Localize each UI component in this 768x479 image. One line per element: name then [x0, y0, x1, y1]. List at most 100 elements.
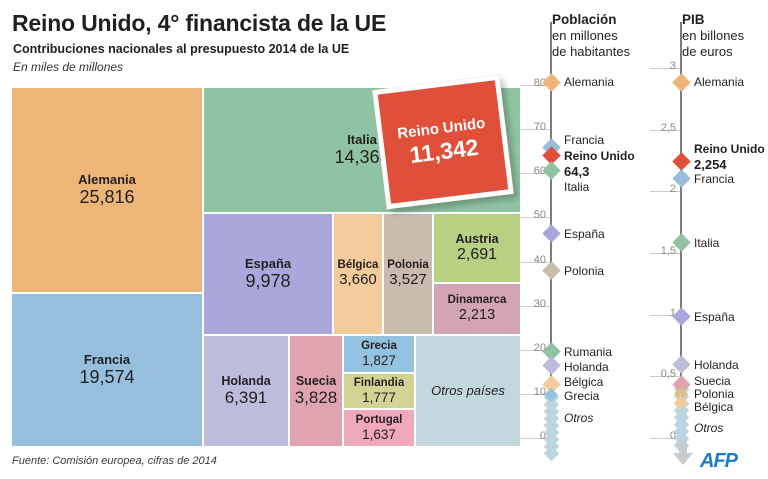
- source-note: Fuente: Comisión europea, cifras de 2014: [12, 455, 217, 467]
- page-subtitle: Contribuciones nacionales al presupuesto…: [13, 42, 350, 56]
- pib-point-reino-unido[interactable]: [672, 152, 691, 171]
- pib-label-espana: España: [694, 310, 735, 324]
- pib-tick-2-5: 2,5: [660, 122, 676, 134]
- treemap-cell-austria[interactable]: Austria 2,691: [434, 214, 520, 282]
- pib-gridline-3: [650, 68, 680, 69]
- poblacion-gridline-40: [520, 262, 550, 263]
- pib-tick-1: 1: [669, 307, 676, 319]
- chart-poblacion-header: Población en millones de habitantes: [552, 12, 630, 60]
- pib-label-reino-unido: Reino Unido: [694, 142, 765, 156]
- treemap-cell-label: Dinamarca: [447, 294, 507, 307]
- poblacion-point-holanda[interactable]: [542, 356, 561, 375]
- treemap-cell-alemania[interactable]: Alemania 25,816: [12, 88, 202, 292]
- treemap-chart: Alemania 25,816 Francia 19,574 Italia 14…: [12, 74, 520, 446]
- treemap-cell-label: Portugal: [355, 414, 403, 426]
- treemap-cell-grecia[interactable]: Grecia 1,827: [344, 336, 414, 372]
- poblacion-label-holanda: Holanda: [564, 360, 609, 374]
- treemap-cell-value: 6,391: [224, 388, 268, 408]
- highlight-callout-reino-unido[interactable]: Reino Unido 11,342: [372, 74, 514, 210]
- pib-gridline-2-5: [650, 130, 680, 131]
- page-units-note: En miles de millones: [13, 60, 124, 74]
- poblacion-gridline-80: [520, 85, 550, 86]
- pib-point-alemania[interactable]: [672, 73, 691, 92]
- pib-gridline-1-5: [650, 253, 680, 254]
- treemap-cell-polonia[interactable]: Polonia 3,527: [384, 214, 432, 334]
- treemap-cell-finlandia[interactable]: Finlandia 1,777: [344, 374, 414, 408]
- chart-poblacion-subtitle-2: de habitantes: [552, 44, 631, 60]
- treemap-cell-value: 9,978: [245, 271, 291, 292]
- treemap-cell-label: Otros países: [431, 382, 505, 398]
- treemap-cell-label: Italia: [347, 131, 377, 147]
- poblacion-gridline-10: [520, 394, 550, 395]
- chart-poblacion-title: Población: [552, 12, 617, 27]
- treemap-cell-label: Austria: [455, 232, 499, 247]
- pib-tick-1-5: 1,5: [660, 245, 676, 257]
- pib-label-belgica: Bélgica: [694, 400, 734, 414]
- chart-pib-subtitle-2: de euros: [682, 44, 733, 60]
- treemap-cell-portugal[interactable]: Portugal 1,637: [344, 410, 414, 446]
- treemap-cell-value: 2,213: [458, 307, 496, 324]
- pib-tick-2: 2: [669, 183, 676, 195]
- chart-pib-header: PIB en billones de euros: [682, 12, 744, 60]
- poblacion-gridline-30: [520, 306, 550, 307]
- poblacion-tick-70: 70: [533, 121, 546, 133]
- treemap-cell-label: Finlandia: [353, 377, 405, 389]
- treemap-cell-value: 3,660: [339, 271, 377, 289]
- chart-pib-subtitle-1: en billones: [682, 28, 745, 44]
- pib-axis-line: [680, 22, 683, 442]
- pib-gridline-0-5: [650, 376, 680, 377]
- poblacion-tick-30: 30: [533, 298, 546, 310]
- treemap-cell-value: 1,827: [362, 352, 396, 368]
- poblacion-point-espana[interactable]: [542, 224, 561, 243]
- treemap-cell-label: España: [244, 255, 292, 271]
- pib-tick-3: 3: [669, 60, 676, 72]
- pib-tick-0-5: 0,5: [660, 368, 676, 380]
- poblacion-gridline-0: [520, 438, 550, 439]
- treemap-cell-label: Francia: [83, 351, 131, 367]
- treemap-cell-dinamarca[interactable]: Dinamarca 2,213: [434, 284, 520, 334]
- treemap-cell-label: Grecia: [361, 340, 397, 352]
- treemap-cell-belgica[interactable]: Bélgica 3,660: [334, 214, 382, 334]
- poblacion-gridline-50: [520, 217, 550, 218]
- treemap-cell-francia[interactable]: Francia 19,574: [12, 294, 202, 446]
- treemap-cell-espana[interactable]: España 9,978: [204, 214, 332, 334]
- treemap-cell-value: 2,691: [456, 246, 498, 264]
- poblacion-label-espana: España: [564, 227, 605, 241]
- treemap-cell-label: Polonia: [387, 259, 429, 272]
- poblacion-label-italia: Italia: [564, 180, 590, 194]
- chart-poblacion: Población en millones de habitantes 80 7…: [520, 0, 650, 479]
- poblacion-gridline-70: [520, 129, 550, 130]
- poblacion-label-grecia: Grecia: [564, 389, 600, 403]
- pib-label-polonia: Polonia: [694, 387, 735, 401]
- chart-pib: PIB en billones de euros 3 2,5 2 1,5 1 0…: [650, 0, 768, 479]
- poblacion-label-polonia: Polonia: [564, 264, 605, 278]
- pib-gridline-1: [650, 315, 680, 316]
- pib-gridline-0: [650, 438, 680, 439]
- pib-label-otros: Otros: [694, 421, 724, 435]
- pib-value-reino-unido: 2,254: [694, 157, 727, 172]
- poblacion-tick-10: 10: [533, 386, 546, 398]
- pib-gridline-2: [650, 191, 680, 192]
- treemap-cell-label: Alemania: [78, 171, 136, 187]
- pib-label-francia: Francia: [694, 172, 735, 186]
- treemap-cell-value: 3,828: [294, 388, 338, 408]
- pib-label-italia: Italia: [694, 236, 720, 250]
- treemap-cell-holanda[interactable]: Holanda 6,391: [204, 336, 288, 446]
- treemap-cell-value: 19,574: [79, 367, 135, 388]
- chart-pib-title: PIB: [682, 12, 705, 27]
- poblacion-gridline-20: [520, 350, 550, 351]
- treemap-cell-value: 1,777: [362, 389, 396, 405]
- poblacion-gridline-60: [520, 173, 550, 174]
- page-title: Reino Unido, 4° financista de la UE: [12, 10, 387, 36]
- poblacion-label-rumania: Rumania: [564, 345, 613, 359]
- pib-label-alemania: Alemania: [694, 75, 745, 89]
- treemap-cell-suecia[interactable]: Suecia 3,828: [290, 336, 342, 446]
- pib-label-holanda: Holanda: [694, 358, 739, 372]
- treemap-cell-value: 3,527: [389, 271, 427, 289]
- treemap-cell-otros-paises[interactable]: Otros países: [416, 336, 520, 446]
- poblacion-label-reino-unido: Reino Unido: [564, 149, 635, 163]
- treemap-cell-label: Suecia: [295, 374, 337, 389]
- afp-logo: AFP: [700, 450, 738, 472]
- poblacion-tick-0: 0: [539, 430, 546, 442]
